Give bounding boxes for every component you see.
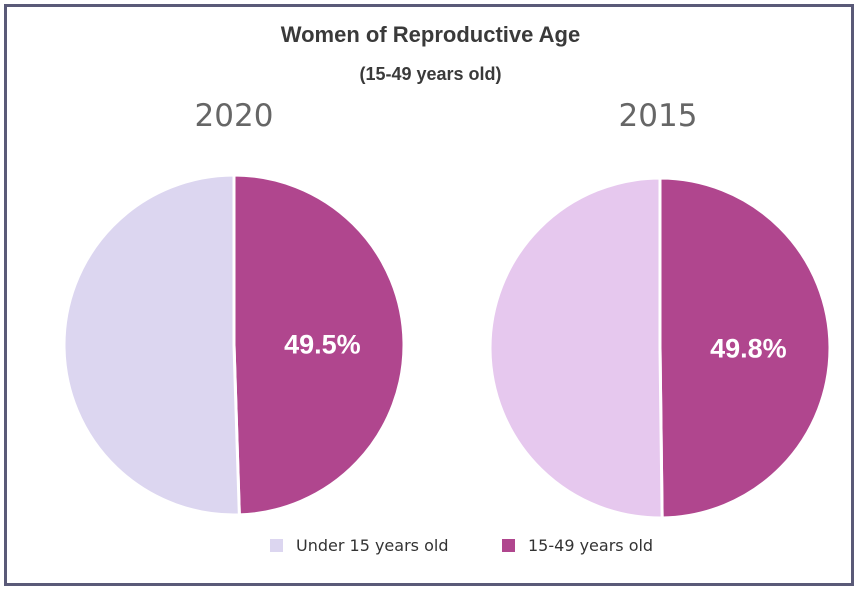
legend-label-under-15: Under 15 years old [296,536,449,555]
legend-label-15-49: 15-49 years old [528,536,654,555]
legend-item-15-49: 15-49 years old [502,536,653,555]
chart-subtitle: (15-49 years old) [359,64,502,84]
pie-2015-year-label: 2015 [618,98,698,134]
pie-2015-data-label: 49.8% [710,333,787,363]
pie-2020-slice-15-49-years-old [232,173,406,517]
legend-item-under-15: Under 15 years old [270,536,448,555]
pie-2020-data-label: 49.5% [284,330,361,360]
legend-swatch-15-49 [502,539,515,552]
pie-2015-slice-15-49-years-old [658,176,832,520]
pie-2020-slice-under-15-years-old [62,173,241,517]
pie-2015-slice-under-15-years-old [488,176,664,520]
pie-2020-year-label: 2020 [194,98,274,134]
legend-swatch-under-15 [270,539,283,552]
legend: Under 15 years old 15-49 years old [0,536,861,560]
chart-title: Women of Reproductive Age [280,22,581,47]
